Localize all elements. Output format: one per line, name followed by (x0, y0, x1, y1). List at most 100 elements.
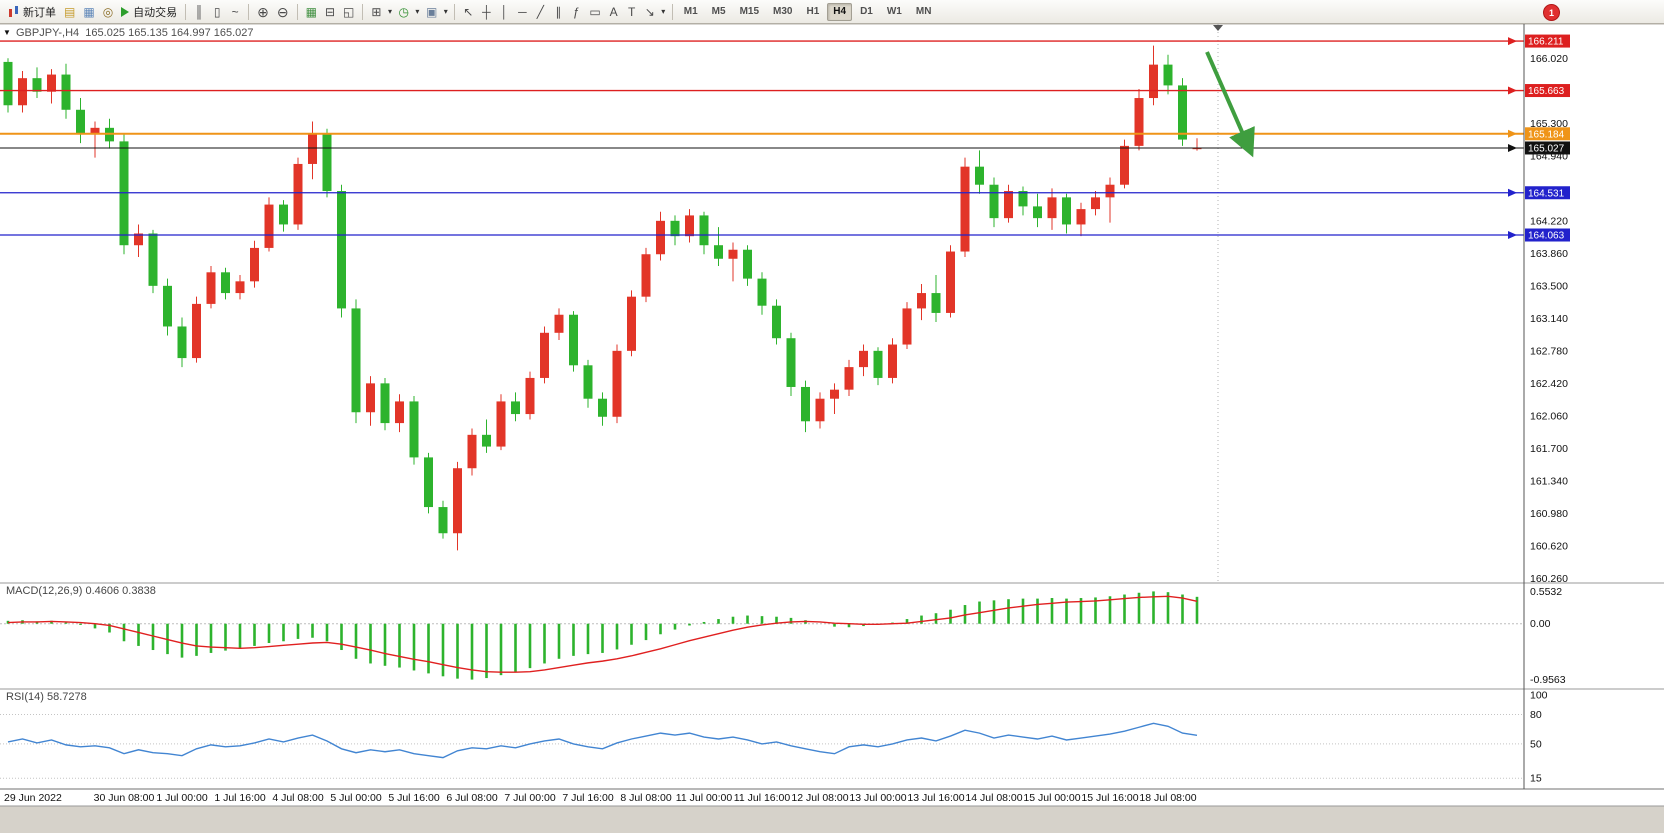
timeframe-mn-button[interactable]: MN (910, 3, 938, 21)
rsi-panel: 100 80 50 15 (0, 689, 1548, 785)
auto-trading-button-label: 自动交易 (133, 6, 178, 19)
snapshot-button-glyph: ▣ (425, 4, 438, 19)
svg-text:164.220: 164.220 (1530, 215, 1568, 227)
data-window-button[interactable]: ▦ (79, 2, 98, 22)
objects-dropdown[interactable]: ▾ (659, 2, 668, 22)
svg-text:160.980: 160.980 (1530, 508, 1568, 520)
svg-text:7 Jul 00:00: 7 Jul 00:00 (504, 792, 556, 804)
svg-text:29 Jun 2022: 29 Jun 2022 (4, 792, 62, 804)
svg-text:13 Jul 16:00: 13 Jul 16:00 (907, 792, 964, 804)
candlestick-chart-button[interactable]: ▯ (208, 2, 226, 22)
timeframe-d1-button[interactable]: D1 (854, 3, 879, 21)
trend-arrow-annotation[interactable] (1205, 51, 1255, 158)
shapes-button-glyph: ▭ (589, 4, 601, 19)
channel-button-glyph: ∥ (555, 4, 562, 19)
svg-text:-0.9563: -0.9563 (1530, 674, 1566, 686)
window-bottom-strip (0, 806, 1664, 833)
crosshair-button[interactable]: ┼ (477, 2, 495, 22)
timeframe-m30-button[interactable]: M30 (767, 3, 798, 21)
arrows-button[interactable]: ↘ (641, 2, 659, 22)
svg-text:165.184: 165.184 (1528, 129, 1565, 140)
vertical-line-button[interactable]: │ (495, 2, 513, 22)
svg-text:8 Jul 08:00: 8 Jul 08:00 (620, 792, 672, 804)
text-button-glyph: A (609, 4, 618, 19)
indicators-button[interactable]: ⊟ (321, 2, 339, 22)
market-watch-button-glyph: ▤ (64, 4, 76, 19)
shapes-button[interactable]: ▭ (585, 2, 604, 22)
svg-text:164.063: 164.063 (1528, 231, 1565, 242)
label-button-glyph: T (628, 4, 636, 19)
new-chart-dropdown[interactable]: ▾ (385, 2, 394, 22)
svg-text:0.00: 0.00 (1530, 618, 1551, 630)
chart-collapse-arrow-icon[interactable]: ▼ (3, 28, 11, 37)
line-chart-button-glyph: ~ (231, 4, 239, 19)
svg-text:165.663: 165.663 (1528, 86, 1565, 97)
trendline-button[interactable]: ╱ (531, 2, 549, 22)
svg-text:160.620: 160.620 (1530, 540, 1568, 552)
timeframe-m1-button[interactable]: M1 (678, 3, 704, 21)
svg-text:18 Jul 08:00: 18 Jul 08:00 (1139, 792, 1196, 804)
cursor-button-glyph: ↖ (463, 4, 474, 19)
svg-text:15: 15 (1530, 773, 1542, 785)
panel-separators[interactable] (0, 24, 1664, 807)
timeframe-w1-button[interactable]: W1 (881, 3, 908, 21)
svg-text:1 Jul 16:00: 1 Jul 16:00 (214, 792, 266, 804)
label-button[interactable]: T (623, 2, 641, 22)
svg-text:161.700: 161.700 (1530, 443, 1568, 455)
horizontal-line-button[interactable]: ─ (513, 2, 531, 22)
toolbar-separator (185, 3, 187, 20)
text-button[interactable]: A (605, 2, 623, 22)
objects-dropdown-glyph: ▾ (661, 6, 666, 16)
snapshot-dropdown[interactable]: ▾ (441, 2, 450, 22)
svg-text:163.500: 163.500 (1530, 280, 1568, 292)
zoom-out-button[interactable]: ⊖ (273, 2, 293, 22)
line-chart-button[interactable]: ~ (226, 2, 244, 22)
period-dropdown-glyph: ▾ (415, 6, 420, 16)
svg-text:100: 100 (1530, 689, 1548, 701)
svg-text:1 Jul 00:00: 1 Jul 00:00 (156, 792, 208, 804)
horizontal-level-lines[interactable] (0, 37, 1524, 240)
navigator-button[interactable]: ◎ (99, 2, 117, 22)
toolbar: 新订单 ▤ ▦ ◎ 自动交易 ║ ▯ ~ ⊕ ⊖ ▦ ⊟ ◱ ⊞ ▾ ◷ ▾ ▣ ▾ ↖ ┼ │ ─ ╱ ∥ ƒ ▭ A T ↘ ▾ M1 M5… (0, 0, 1664, 24)
date-axis[interactable]: 29 Jun 2022 30 Jun 08:00 1 Jul 00:00 1 Jul … (4, 792, 1197, 804)
timeframe-h1-button[interactable]: H1 (800, 3, 825, 21)
period-dropdown[interactable]: ▾ (413, 2, 422, 22)
chart-symbol-title: GBPJPY-,H4 165.025 165.135 164.997 165.0… (16, 27, 254, 39)
tile-windows-button[interactable]: ▦ (302, 2, 321, 22)
snapshot-button[interactable]: ▣ (422, 2, 441, 22)
chart-shift-marker[interactable] (1213, 24, 1223, 582)
svg-text:161.340: 161.340 (1530, 475, 1568, 487)
fibonacci-button[interactable]: ƒ (567, 2, 585, 22)
timeframe-m15-button[interactable]: M15 (734, 3, 765, 21)
svg-text:4 Jul 08:00: 4 Jul 08:00 (272, 792, 324, 804)
bar-chart-button[interactable]: ║ (190, 2, 208, 22)
rsi-label: RSI(14) 58.7278 (6, 691, 87, 703)
cursor-button[interactable]: ↖ (459, 2, 477, 22)
zoom-in-button[interactable]: ⊕ (253, 2, 273, 22)
new-order-button[interactable]: 新订单 (4, 2, 60, 22)
chart-shift-button[interactable]: ◱ (339, 2, 358, 22)
period-button[interactable]: ◷ (394, 2, 412, 22)
market-watch-button[interactable]: ▤ (60, 2, 79, 22)
data-window-button-glyph: ▦ (83, 4, 95, 19)
svg-text:162.420: 162.420 (1530, 378, 1568, 390)
channel-button[interactable]: ∥ (549, 2, 567, 22)
timeframe-m5-button[interactable]: M5 (706, 3, 732, 21)
toolbar-separator (296, 3, 298, 20)
svg-text:6 Jul 08:00: 6 Jul 08:00 (446, 792, 498, 804)
notification-badge[interactable]: 1 (1543, 4, 1560, 21)
svg-text:80: 80 (1530, 709, 1542, 721)
tile-windows-button-glyph: ▦ (305, 4, 317, 19)
new-chart-button[interactable]: ⊞ (367, 2, 385, 22)
svg-text:0.5532: 0.5532 (1530, 586, 1562, 598)
trendline-button-glyph: ╱ (536, 4, 544, 19)
toolbar-separator (362, 3, 364, 20)
candlestick-icon (8, 5, 19, 18)
svg-text:11 Jul 16:00: 11 Jul 16:00 (734, 792, 791, 804)
auto-trading-button[interactable]: 自动交易 (117, 2, 181, 22)
toolbar-separator (671, 3, 673, 20)
svg-text:165.027: 165.027 (1528, 143, 1565, 154)
timeframe-h4-button[interactable]: H4 (827, 2, 853, 21)
